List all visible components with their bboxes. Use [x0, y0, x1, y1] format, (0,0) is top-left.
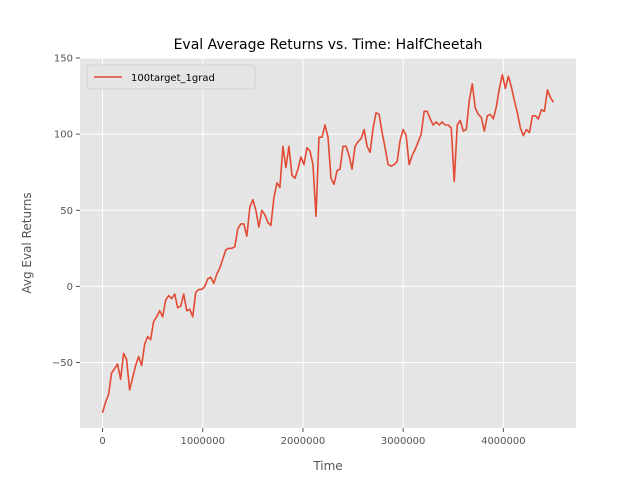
y-axis-label: Avg Eval Returns — [20, 192, 34, 293]
x-tick-label: 3000000 — [381, 436, 426, 447]
x-axis-label: Time — [312, 459, 342, 473]
series-layer — [101, 73, 555, 413]
series-line-100target_1grad — [101, 73, 555, 413]
y-tick-label: 150 — [54, 54, 73, 65]
x-tick-label: 4000000 — [481, 436, 526, 447]
y-tick-label: −50 — [52, 358, 73, 369]
tick-labels: 0 1000000 2000000 3000000 4000000 −50 0 50 100 15… — [52, 54, 526, 448]
chart-title: Eval Average Returns vs. Time: HalfCheet… — [174, 37, 483, 53]
x-tick-label: 0 — [99, 436, 105, 447]
legend-box — [86, 64, 256, 90]
legend-label: 100target_1grad — [131, 73, 215, 84]
x-tick-label: 1000000 — [180, 436, 225, 447]
x-tick-label: 2000000 — [281, 436, 326, 447]
legend: 100target_1grad — [86, 64, 256, 90]
y-tick-label: 50 — [60, 206, 73, 217]
plot-area — [80, 58, 576, 428]
tick-marks — [76, 57, 504, 432]
grid-lines — [80, 57, 576, 428]
y-tick-label: 0 — [67, 282, 73, 293]
y-tick-label: 100 — [54, 130, 73, 141]
